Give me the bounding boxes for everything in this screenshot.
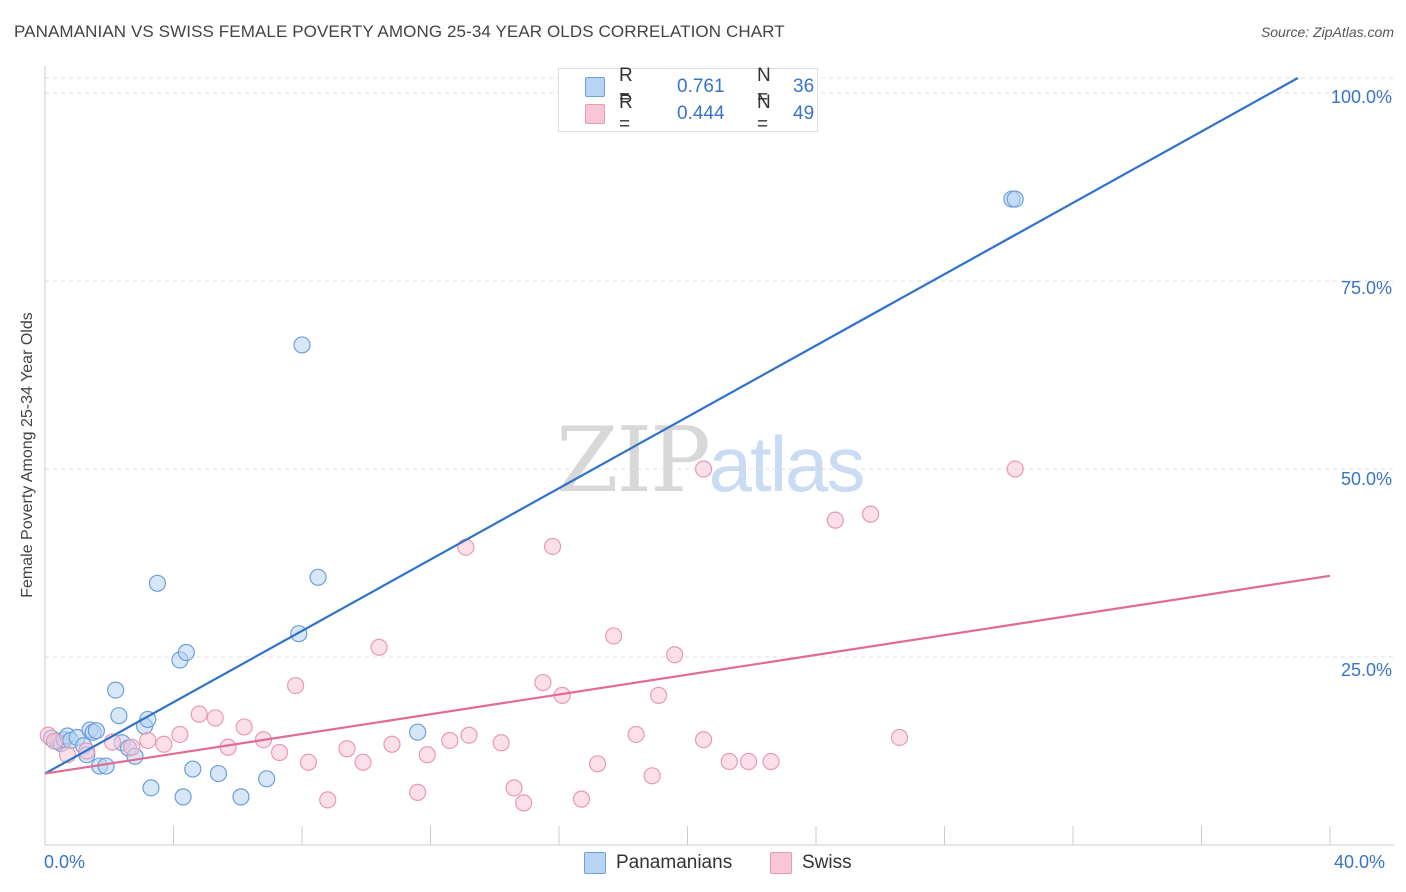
swiss-point [190, 705, 208, 723]
swiss-point [409, 783, 427, 801]
legend-item-swiss: Swiss [770, 852, 852, 874]
swiss-point [319, 791, 337, 809]
swiss-point [383, 735, 401, 753]
swiss-point [171, 725, 189, 744]
panamanians-swatch [584, 852, 606, 874]
swiss-swatch [585, 104, 605, 124]
x-tick-label-max: 40.0% [1334, 852, 1386, 872]
swiss-swatch [770, 852, 792, 874]
panamanians-point [148, 574, 167, 592]
swiss-point [890, 728, 909, 747]
y-tick-label-25: 25.0% [1340, 660, 1392, 680]
r-value: 0.444 [677, 103, 725, 124]
swiss-point [534, 673, 552, 692]
chart-title: PANAMANIAN VS SWISS FEMALE POVERTY AMONG… [14, 22, 785, 41]
x-tick-label-min: 0.0% [44, 852, 86, 872]
swiss-point [457, 538, 475, 556]
swiss-point [235, 718, 253, 736]
panamanians-point [110, 707, 128, 725]
swiss-point [694, 731, 713, 749]
panamanians-point [174, 788, 192, 806]
n-value: 49 [793, 103, 815, 124]
swiss-point [206, 709, 224, 727]
n-label: N = [757, 65, 771, 108]
swiss-point [270, 743, 289, 762]
legend-label-swiss: Swiss [802, 852, 852, 873]
swiss-point [139, 731, 157, 750]
swiss-point [627, 725, 645, 744]
panamanians-point [87, 722, 106, 740]
swiss-trend-line [44, 574, 1331, 775]
n-label: N = [757, 92, 771, 135]
swiss-point [826, 511, 844, 529]
n-value: 36 [793, 76, 815, 97]
r-value: 0.761 [677, 76, 725, 97]
swiss-point [588, 755, 607, 773]
panamanians-point [293, 336, 311, 354]
swiss-point [370, 638, 388, 656]
swiss-point [762, 752, 780, 771]
watermark-atlas: atlas [708, 420, 866, 508]
panamanians-point [1006, 190, 1024, 208]
swiss-point [46, 732, 64, 750]
r-label: R = [619, 65, 633, 108]
swiss-point [605, 627, 623, 645]
legend-label-panamanians: Panamanians [616, 852, 733, 873]
watermark: ZIPatlas [556, 408, 866, 513]
swiss-point [666, 646, 684, 664]
swiss-point [460, 726, 478, 744]
r-label: R = [619, 92, 633, 135]
y-tick-label-75: 75.0% [1340, 278, 1392, 298]
panamanians-point [309, 568, 327, 586]
swiss-point [299, 753, 318, 771]
panamanians-point [409, 723, 427, 741]
panamanians-point [258, 770, 276, 788]
panamanians-point [184, 760, 202, 778]
swiss-point [739, 752, 758, 771]
correlation-legend: R = 0.761 N = 36 R = 0.444 N = 49 [558, 65, 818, 135]
panamanians-point [232, 788, 250, 806]
swiss-point [338, 740, 356, 758]
swiss-point [649, 686, 668, 704]
swiss-point [643, 767, 661, 785]
panamanians-swatch [585, 77, 605, 97]
swiss-point [505, 779, 523, 797]
panamanians-point [107, 681, 125, 699]
swiss-point [492, 734, 510, 752]
swiss-point [515, 794, 533, 812]
swiss-point [441, 731, 459, 750]
y-tick-label-50: 50.0% [1340, 469, 1392, 489]
swiss-point [123, 738, 141, 756]
swiss-point [1006, 460, 1024, 478]
swiss-point [572, 790, 591, 808]
swiss-point [155, 735, 173, 753]
legend-item-panamanians: Panamanians [584, 852, 732, 874]
y-tick-label-100: 100.0% [1330, 87, 1392, 107]
panamanians-point [142, 779, 160, 797]
swiss-point [720, 752, 738, 771]
swiss-point [694, 460, 713, 478]
panamanians-trend-line [44, 77, 1299, 775]
swiss-point [543, 537, 562, 556]
swiss-point [862, 505, 880, 523]
watermark-zip: ZIP [556, 408, 711, 513]
panamanians-point [209, 764, 228, 783]
swiss-point [354, 753, 372, 771]
swiss-point [418, 746, 436, 764]
source-label: Source: ZipAtlas.com [1260, 24, 1394, 40]
panamanians-point [177, 643, 195, 662]
swiss-point [286, 676, 305, 695]
